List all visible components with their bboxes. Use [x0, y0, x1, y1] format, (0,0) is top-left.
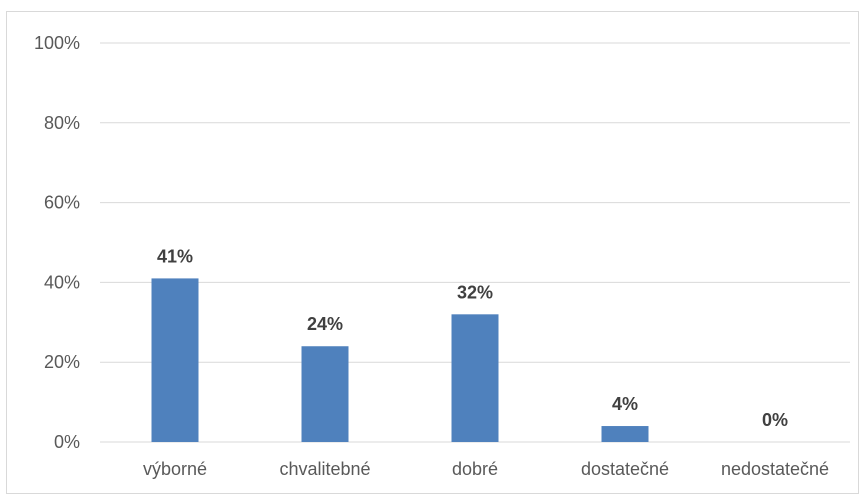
bar-2 [301, 346, 349, 442]
data-label-3: 32% [457, 282, 493, 302]
data-label-5: 0% [762, 410, 788, 430]
x-axis-category-labels: výborné chvalitebné dobré dostatečné nedosta… [143, 459, 829, 479]
y-tick-label-20: 20% [44, 352, 80, 372]
bars [151, 278, 649, 442]
data-label-4: 4% [612, 394, 638, 414]
x-category-label-1: výborné [143, 459, 207, 479]
y-axis-tick-labels: 0% 20% 40% 60% 80% 100% [34, 33, 80, 452]
bar-4 [601, 426, 649, 442]
data-label-1: 41% [157, 246, 193, 266]
y-tick-label-0: 0% [54, 432, 80, 452]
y-tick-label-40: 40% [44, 272, 80, 292]
data-label-2: 24% [307, 314, 343, 334]
bar-1 [151, 278, 199, 442]
x-category-label-2: chvalitebné [279, 459, 370, 479]
bar-3 [451, 314, 499, 442]
x-category-label-4: dostatečné [581, 459, 669, 479]
y-tick-label-80: 80% [44, 113, 80, 133]
y-tick-label-100: 100% [34, 33, 80, 53]
x-category-label-5: nedostatečné [721, 459, 829, 479]
gridlines [100, 42, 850, 443]
y-tick-label-60: 60% [44, 193, 80, 213]
data-labels: 41% 24% 32% 4% 0% [157, 246, 788, 430]
chart-frame [6, 11, 859, 494]
x-category-label-3: dobré [452, 459, 498, 479]
